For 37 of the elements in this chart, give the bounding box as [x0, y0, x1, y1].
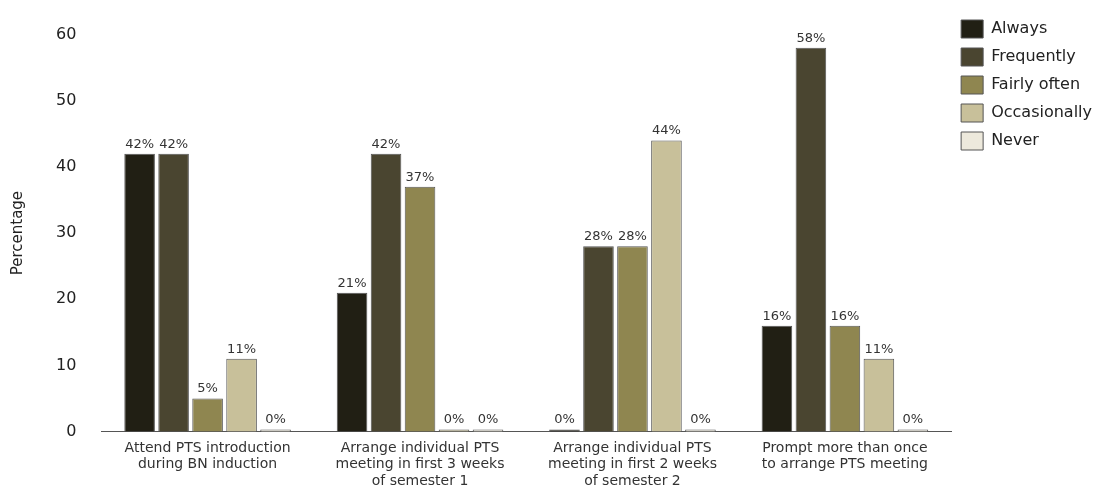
data-label: 11% — [864, 340, 894, 356]
legend-label: Always — [991, 18, 1048, 38]
x-tick-label: Arrange individual PTS meeting in first 2 weeks of semester 2 — [548, 438, 717, 489]
legend-label: Fairly often — [991, 74, 1081, 94]
data-label: 0% — [477, 411, 499, 427]
data-label: 0% — [554, 411, 575, 427]
y-axis-title: Percentage — [7, 190, 26, 276]
y-tick-label: 10 — [56, 354, 77, 374]
data-label: 0% — [265, 411, 286, 427]
data-label: 42% — [125, 135, 155, 151]
data-label: 0% — [443, 411, 465, 427]
x-tick-label: Prompt more than once to arrange PTS meeting — [761, 438, 928, 472]
data-label: 5% — [197, 380, 218, 396]
data-label: 44% — [652, 122, 681, 138]
x-tick-label: Attend PTS introduction during BN induction — [124, 438, 291, 472]
data-label: 16% — [762, 307, 792, 323]
legend-label: Frequently — [991, 46, 1076, 66]
data-label: 0% — [902, 411, 924, 427]
y-tick-label: 20 — [56, 288, 77, 308]
data-label: 37% — [405, 168, 435, 184]
y-tick-label: 60 — [56, 23, 77, 43]
x-tick-label: Arrange individual PTS meeting in first 3 weeks of semester 1 — [335, 438, 505, 489]
legend-label: Occasionally — [991, 102, 1093, 122]
data-label: 28% — [584, 228, 613, 244]
data-label: 28% — [618, 228, 647, 244]
legend-label: Never — [991, 130, 1040, 150]
data-label: 0% — [690, 411, 711, 427]
y-tick-label: 40 — [56, 156, 77, 176]
data-label: 16% — [830, 307, 860, 323]
data-label: 11% — [227, 340, 257, 356]
data-label: 21% — [337, 274, 367, 290]
data-label: 42% — [371, 135, 401, 151]
y-tick-label: 50 — [56, 89, 77, 109]
data-label: 58% — [796, 29, 826, 45]
y-tick-label: 30 — [56, 222, 77, 242]
data-label: 42% — [159, 135, 189, 151]
y-tick-label: 0 — [66, 420, 77, 440]
